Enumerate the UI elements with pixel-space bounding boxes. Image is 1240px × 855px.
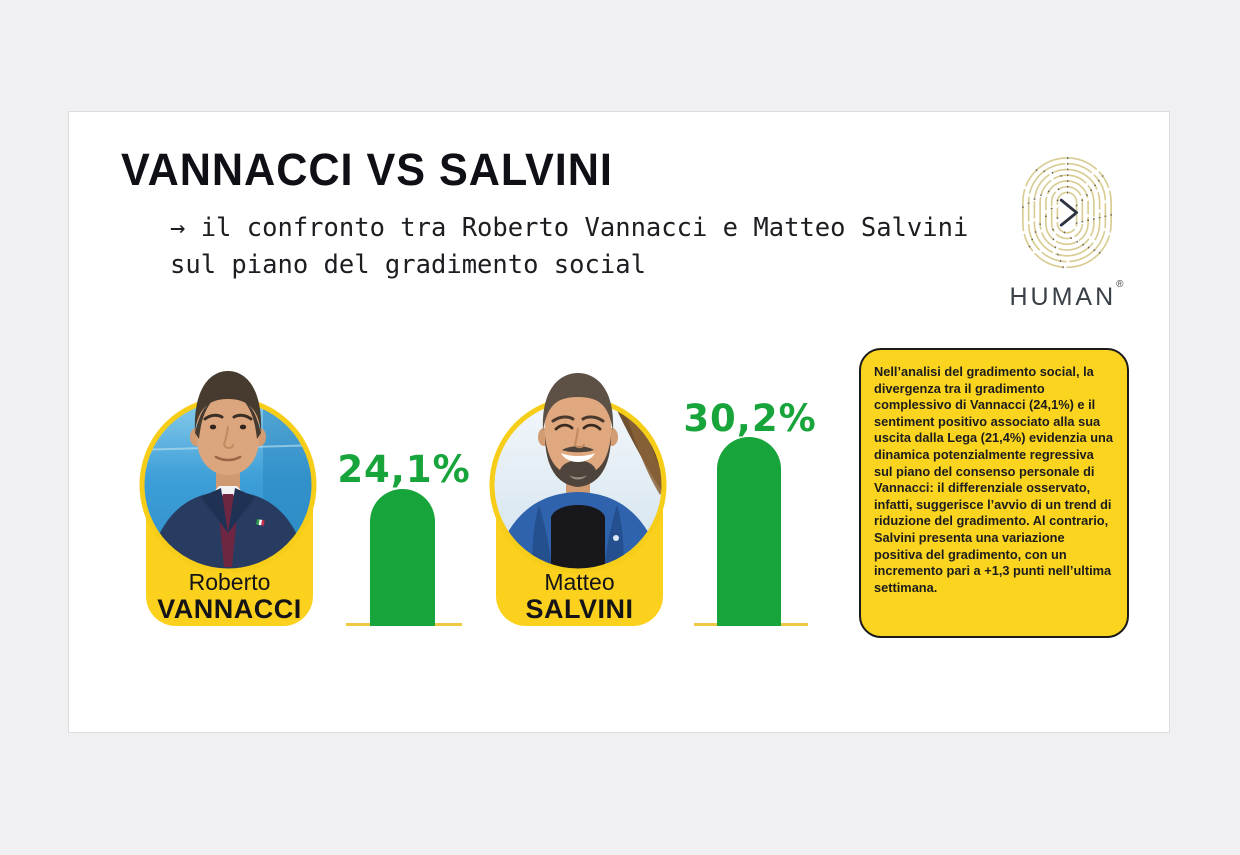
salvini-name: Matteo SALVINI	[496, 569, 663, 624]
vannacci-percentage-label: 24,1%	[337, 448, 471, 491]
registered-mark: ®	[1116, 279, 1124, 290]
vannacci-last-name: VANNACCI	[157, 594, 302, 624]
page-title: VANNACCI VS SALVINI	[121, 144, 613, 195]
vannacci-name: Roberto VANNACCI	[146, 569, 313, 624]
vannacci-portrait-photo	[139, 371, 317, 574]
subtitle-line-2: sul piano del gradimento social	[170, 250, 646, 280]
subtitle: → il confronto tra Roberto Vannacci e Ma…	[170, 210, 968, 284]
salvini-percentage-label: 30,2%	[683, 397, 817, 440]
salvini-portrait-photo	[489, 373, 667, 574]
salvini-first-name: Matteo	[544, 569, 615, 595]
analysis-text: Nell’analisi del gradimento social, la d…	[874, 364, 1113, 595]
brand-logo: HUMAN®	[984, 157, 1149, 312]
brand-name-text: HUMAN	[1009, 283, 1117, 311]
subtitle-line-1: → il confronto tra Roberto Vannacci e Ma…	[170, 213, 969, 243]
fingerprint-arrow-icon	[1021, 157, 1112, 269]
salvini-last-name: SALVINI	[525, 594, 634, 624]
vannacci-first-name: Roberto	[188, 569, 271, 595]
analysis-box: Nell’analisi del gradimento social, la d…	[859, 348, 1129, 638]
salvini-bar	[717, 437, 781, 626]
brand-name: HUMAN®	[984, 279, 1149, 312]
vannacci-bar	[370, 489, 435, 626]
infographic-card: VANNACCI VS SALVINI → il confronto tra R…	[68, 111, 1170, 733]
